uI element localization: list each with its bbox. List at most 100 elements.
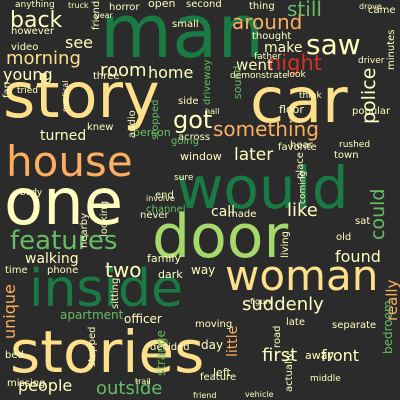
word-minutes: minutes [386,30,397,70]
word-like: like [287,200,318,221]
word-window: window [180,150,222,163]
word-actually: actually [284,352,295,392]
word-something: something [213,117,319,141]
word-made: made [228,209,256,220]
word-hall: hall [205,107,219,116]
word-car: car [250,64,348,137]
word-popular: popular [352,106,391,117]
word-looking: looking [99,201,110,237]
word-vehicle: vehicle [245,390,274,399]
word-still: still [287,0,322,21]
word-trail: trail [135,377,151,386]
word-dark: dark [158,268,183,281]
word-channel: channel [146,204,186,215]
word-nearby: nearby [79,213,90,248]
word-turned: turned [40,128,86,144]
word-around: around [232,10,302,34]
word-morning: morning [6,48,81,69]
word-police: police [358,68,380,124]
word-woman: woman [225,251,378,300]
word-went: went [236,56,273,74]
word-across: across [178,132,210,143]
word-middle: middle [310,374,341,384]
word-stories: stories [10,318,204,386]
word-anything: anything [15,0,55,10]
word-favorite: favorite [278,142,317,153]
word-friends: friends [91,0,102,30]
word-apartment: apartment [60,308,124,322]
word-sat: sat [355,216,370,227]
word-missing: missing [7,378,45,389]
word-suddenly: suddenly [242,294,324,315]
word-stopped: stopped [150,100,161,140]
word-thought: thought [252,31,291,42]
word-friend: friend [193,391,216,400]
word-people: people [18,376,72,395]
word-man: man [100,0,264,75]
word-call: call [211,204,235,220]
word-side: side [178,96,199,107]
word-phone: phone [47,265,78,276]
word-road: road [272,326,283,349]
word-late: late [286,317,305,328]
word-back: back [10,8,63,33]
word-left: left [213,366,232,379]
word-involve: involve [146,194,175,203]
word-house: house [6,137,133,186]
word-second: second [186,0,222,10]
word-night: night [268,51,322,75]
word-father: father [254,52,281,62]
word-first: first [262,345,297,366]
word-town: town [334,150,359,161]
word-moving: moving [195,319,232,330]
word-sitting: sitting [110,278,121,309]
word-came: came [368,5,396,16]
word-coming: coming [298,171,308,204]
word-body: body [20,188,43,198]
word-found: found [335,247,381,266]
word-demonstrate: demonstrate [230,71,288,81]
word-floor: floor [279,103,304,116]
word-sound: sound [231,66,244,99]
word-stepped: stepped [87,327,98,367]
word-would: would [176,154,349,222]
word-living: living [280,231,291,258]
word-think: think [299,91,322,101]
word-way: way [191,263,215,277]
word-two: two [105,258,141,282]
word-driver: driver [358,56,385,66]
word-little: little [225,326,241,357]
word-later: later [234,145,273,165]
word-however: however [11,26,55,37]
word-room: room [100,60,147,81]
word-bedroom: bedroom [381,300,395,354]
word-driveway: driveway [202,59,213,105]
word-family: family [147,252,181,265]
word-look: look [287,70,307,80]
word-door: door [152,202,289,272]
word-figure: figure [250,297,273,306]
word-young: young [3,65,53,84]
word-knew: knew [87,122,113,133]
word-outside: outside [96,378,162,399]
word-saw: saw [306,28,361,61]
word-audio: audio [127,110,138,138]
word-small: small [172,19,199,30]
word-old: old [336,232,351,243]
word-place: place [295,152,306,179]
word-open: open [148,0,175,10]
word-story: story [3,59,160,132]
word-drove: drove [359,2,382,11]
word-could: could [367,189,389,240]
word-away: away [305,349,334,362]
word-front: front [321,346,359,365]
word-walking: walking [25,251,79,267]
word-inside: inside [29,259,183,319]
word-really: really [383,279,400,321]
word-tried: tried [17,86,38,96]
word-make: make [264,40,302,56]
word-person: person [133,126,171,139]
word-features: features [10,226,117,256]
